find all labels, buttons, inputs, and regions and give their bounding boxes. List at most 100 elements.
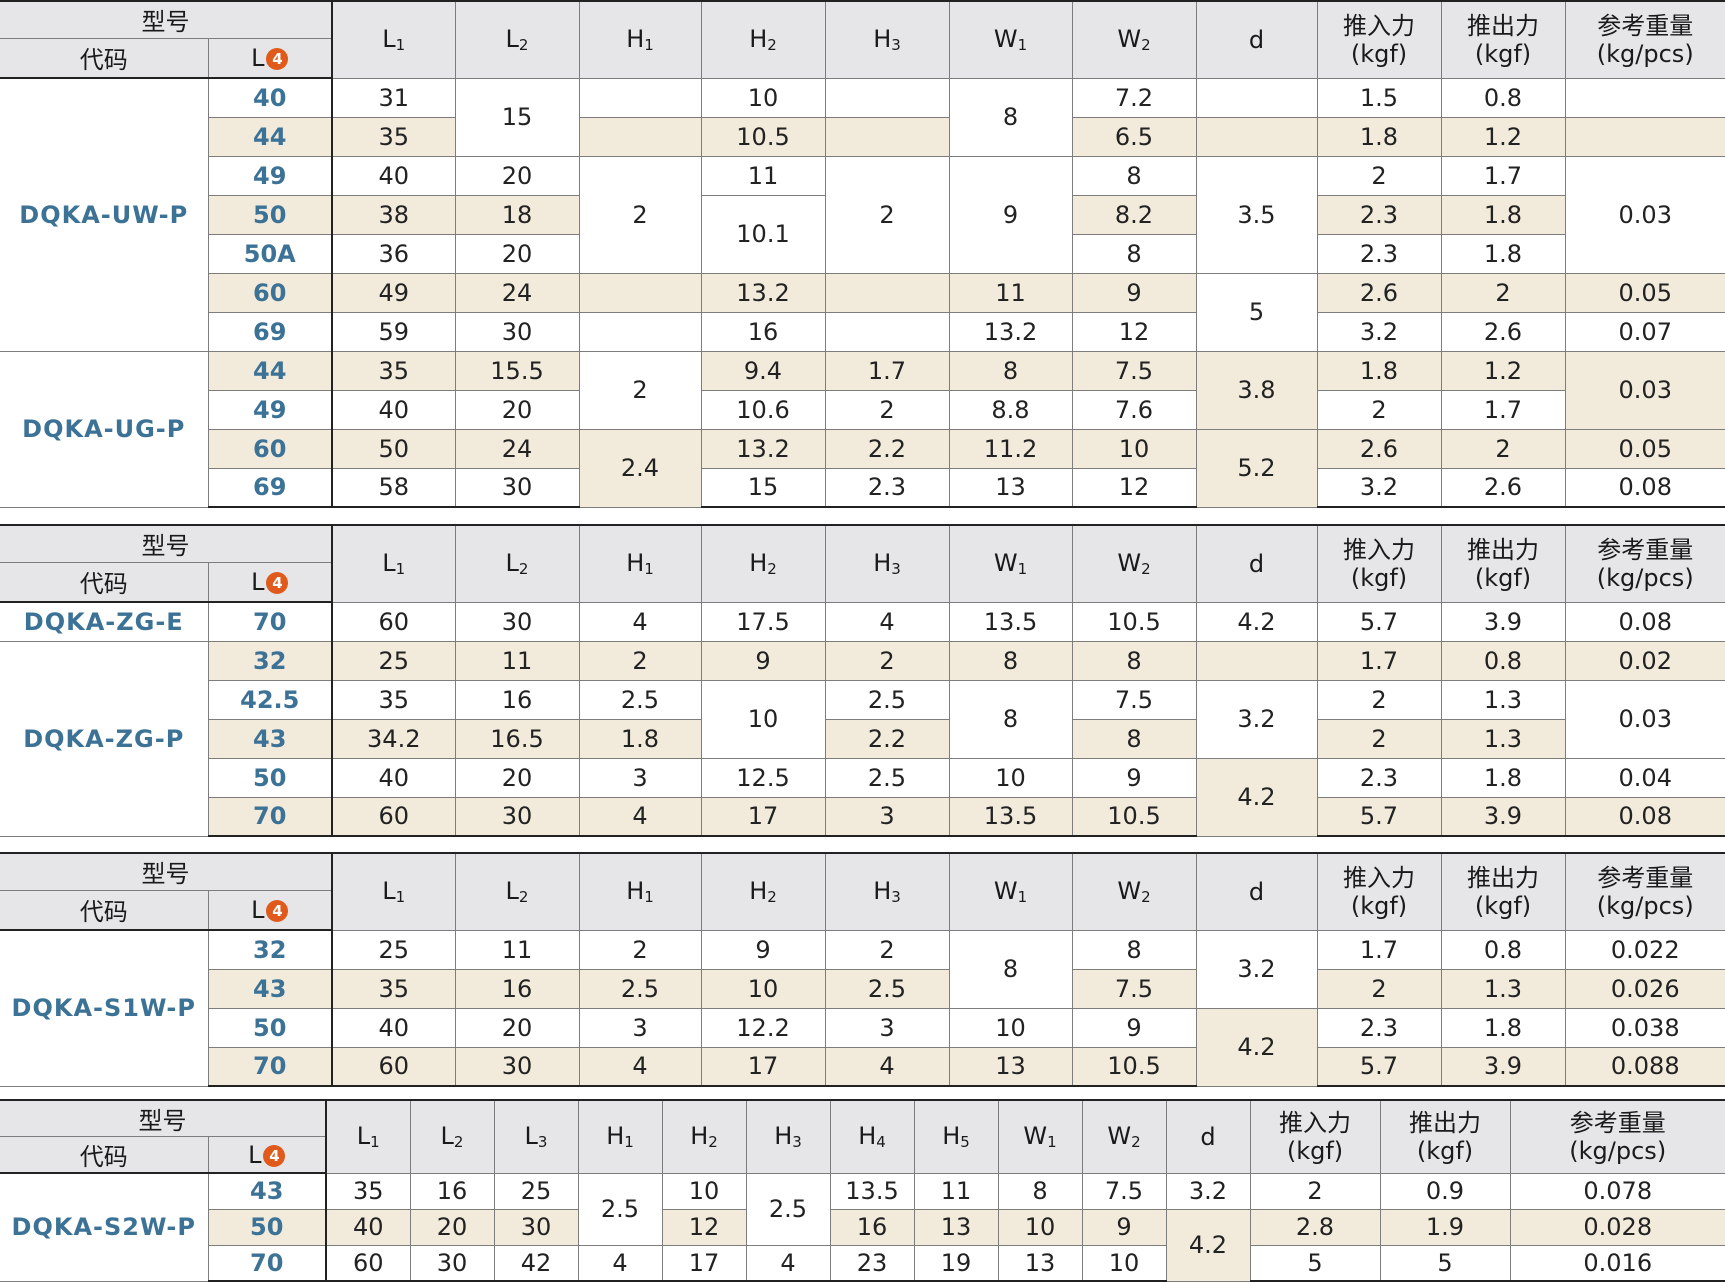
col-header-push-in: 推入力 (kgf) <box>1317 1 1442 79</box>
cell-weight: 0.088 <box>1565 1047 1725 1087</box>
col-header-weight: 参考重量 (kg/pcs) <box>1510 1100 1725 1174</box>
cell-w2: 7.5 <box>1082 1173 1167 1210</box>
l-value: 43 <box>208 969 333 1009</box>
cell-push-out: 1.7 <box>1441 390 1566 430</box>
l-value: 50 <box>208 1008 333 1048</box>
cell-w2: 10 <box>1082 1245 1167 1282</box>
cell-h1: 2 <box>579 351 702 430</box>
cell-h2: 10.6 <box>701 390 826 430</box>
cell-h2: 10.1 <box>701 195 826 274</box>
l-value: 69 <box>208 468 333 508</box>
cell-l2: 30 <box>410 1245 495 1282</box>
cell-w2: 7.6 <box>1072 390 1197 430</box>
cell-weight: 0.02 <box>1565 641 1725 681</box>
cell-h3: 2 <box>825 641 950 681</box>
cell-h3: 1.7 <box>825 351 950 391</box>
cell-h2: 12.2 <box>701 1008 826 1048</box>
cell-l2: 20 <box>410 1209 495 1246</box>
cell-h4: 16 <box>830 1209 915 1246</box>
cell-h2: 13.2 <box>701 429 826 469</box>
cell-l1: 36 <box>332 234 456 274</box>
cell-w1: 8.8 <box>949 390 1073 430</box>
cell-h1: 2 <box>579 156 702 274</box>
product-code: DQKA-S2W-P <box>0 1173 209 1282</box>
l-value: 49 <box>208 156 333 196</box>
cell-push-out: 1.8 <box>1441 195 1566 235</box>
cell-l1: 60 <box>326 1245 411 1282</box>
l-value: 49 <box>208 390 333 430</box>
cell-push-in: 2.3 <box>1317 195 1442 235</box>
cell-h3: 2.5 <box>825 758 950 798</box>
cell-w2: 7.5 <box>1072 351 1197 391</box>
cell-h2: 16 <box>701 312 826 352</box>
col-header-h2: H2 <box>662 1100 747 1174</box>
cell-push-out: 1.3 <box>1441 969 1566 1009</box>
cell-push-out: 3.9 <box>1441 1047 1566 1087</box>
cell-w2: 10.5 <box>1072 797 1197 837</box>
col-header-weight: 参考重量 (kg/pcs) <box>1565 1 1725 79</box>
cell-l2: 16 <box>410 1173 495 1210</box>
spec-table-s1w: 型号 L1 L2 H1 H2 H3 W1 W2 d 推入力 (kgf) 推出力 (k… <box>0 852 1725 1087</box>
cell-l2: 18 <box>455 195 580 235</box>
cell-push-in: 2.6 <box>1317 273 1442 313</box>
cell-push-out: 2 <box>1441 273 1566 313</box>
cell-l1: 40 <box>332 1008 456 1048</box>
cell-l2: 15.5 <box>455 351 580 391</box>
cell-w2: 7.5 <box>1072 680 1197 720</box>
col-header-h4: H4 <box>830 1100 915 1174</box>
product-code: DQKA-UG-P <box>0 351 209 508</box>
l-value: 32 <box>208 930 333 970</box>
cell-l1: 40 <box>332 156 456 196</box>
cell-w2: 9 <box>1072 273 1197 313</box>
cell-push-out: 2.6 <box>1441 468 1566 508</box>
cell-l1: 40 <box>326 1209 411 1246</box>
cell-h1: 1.8 <box>579 719 702 759</box>
col-header-h3: H3 <box>825 1 950 79</box>
cell-push-out: 0.9 <box>1380 1173 1511 1210</box>
cell-l2: 30 <box>455 602 580 642</box>
code-header: 代码 <box>0 890 209 931</box>
cell-h5: 19 <box>914 1245 999 1282</box>
col-header-w1: W1 <box>949 1 1073 79</box>
cell-push-in: 5.7 <box>1317 602 1442 642</box>
col-header-h5: H5 <box>914 1100 999 1174</box>
cell-push-out: 1.2 <box>1441 117 1566 157</box>
cell-l2: 30 <box>455 312 580 352</box>
cell-d: 5.2 <box>1196 429 1318 508</box>
cell-w2: 8 <box>1072 930 1197 970</box>
l-value: 44 <box>208 351 333 391</box>
cell-w2: 12 <box>1072 312 1197 352</box>
cell-h2: 9.4 <box>701 351 826 391</box>
col-header-h3: H3 <box>746 1100 831 1174</box>
l-value: 42.5 <box>208 680 333 720</box>
cell-h3: 2 <box>825 930 950 970</box>
cell-l3: 30 <box>494 1209 579 1246</box>
cell-push-in: 2.6 <box>1317 429 1442 469</box>
cell-push-in: 1.7 <box>1317 641 1442 681</box>
cell-push-in: 1.5 <box>1317 78 1442 118</box>
col-header-d: d <box>1196 525 1318 603</box>
cell-l1: 35 <box>332 351 456 391</box>
cell-h3 <box>825 273 950 313</box>
cell-l2: 16 <box>455 969 580 1009</box>
cell-push-out: 1.2 <box>1441 351 1566 391</box>
cell-h3: 2.5 <box>825 969 950 1009</box>
cell-w1: 13 <box>949 468 1073 508</box>
cell-h1: 4 <box>578 1245 663 1282</box>
cell-l2: 30 <box>455 1047 580 1087</box>
badge-4-icon: 4 <box>266 899 289 922</box>
cell-l1: 59 <box>332 312 456 352</box>
cell-h3: 2 <box>825 156 950 274</box>
cell-l1: 60 <box>332 602 456 642</box>
spec-table-uw-ug: 型号 L1 L2 H1 H2 H3 W1 W2 d 推入力 (kgf) 推出力 (k… <box>0 0 1725 508</box>
cell-w1: 13 <box>949 1047 1073 1087</box>
cell-push-in: 2 <box>1317 390 1442 430</box>
cell-weight: 0.05 <box>1565 429 1725 469</box>
cell-h3: 3 <box>825 797 950 837</box>
cell-l2: 20 <box>455 758 580 798</box>
cell-w2: 9 <box>1072 1008 1197 1048</box>
cell-push-in: 2 <box>1317 719 1442 759</box>
